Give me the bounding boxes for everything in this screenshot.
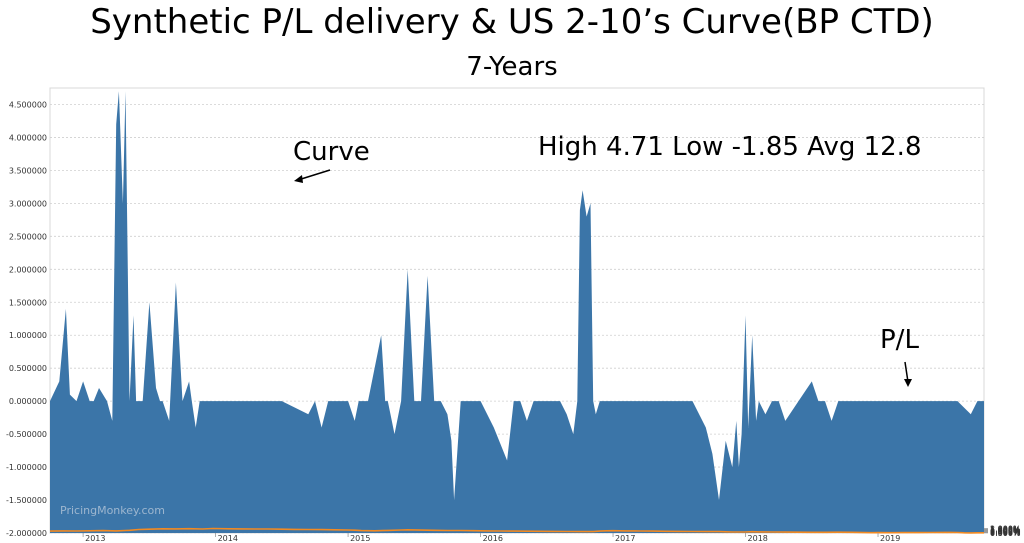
x-tick-label: 2014 xyxy=(218,534,238,543)
curve-label: Curve xyxy=(293,137,370,167)
y-left-tick-label: 1.500000 xyxy=(9,298,47,307)
x-axis: 2013 2014 2015 2016 2017 2018 2019 xyxy=(82,533,900,543)
y-right-tick-label: 0.400% xyxy=(990,528,1021,537)
y-right-tick-label: 1.000% xyxy=(990,527,1021,536)
x-tick-label: 2015 xyxy=(350,534,370,543)
y-left-tick-label: 4.500000 xyxy=(9,100,47,109)
watermark: PricingMonkey.com xyxy=(60,504,165,517)
right-y-axis: 2.000%1.800%1.600%1.400%1.200%1.000%0.80… xyxy=(984,525,1021,538)
y-left-tick-label: -0.500000 xyxy=(6,430,47,439)
chart-subtitle: 7-Years xyxy=(466,52,558,82)
y-right-tick-label: 0.200% xyxy=(990,528,1021,537)
y-right-tick-label: 0.000% xyxy=(990,529,1021,538)
curve-arrow-head xyxy=(294,175,303,183)
x-tick-label: 2017 xyxy=(615,534,635,543)
y-right-tick-label: 2.000% xyxy=(990,525,1021,534)
y-right-tick-label: 1.400% xyxy=(990,526,1021,535)
pl-arrow-head xyxy=(904,379,912,387)
pl-arrow xyxy=(904,361,909,383)
y-left-tick-label: -1.000000 xyxy=(6,463,47,472)
chart-title: Synthetic P/L delivery & US 2-10’s Curve… xyxy=(90,2,934,42)
x-tick-label: 2019 xyxy=(880,534,900,543)
y-left-tick-label: 3.500000 xyxy=(9,166,47,175)
curve-line-series xyxy=(49,527,984,534)
pl-label: P/L xyxy=(880,325,919,355)
y-left-tick-label: 0.500000 xyxy=(9,364,47,373)
y-left-tick-label: 2.500000 xyxy=(9,232,47,241)
y-right-tick-label: 1.800% xyxy=(990,525,1021,534)
y-left-tick-label: -2.000000 xyxy=(6,529,47,538)
curve-arrow xyxy=(297,169,331,181)
left-y-axis: 4.500000 4.000000 3.500000 3.000000 2.500000… xyxy=(6,100,47,538)
y-left-tick-label: 2.000000 xyxy=(9,265,47,274)
y-left-tick-label: 4.000000 xyxy=(9,133,47,142)
y-left-tick-label: 3.000000 xyxy=(9,199,47,208)
y-right-tick-label: 1.200% xyxy=(990,526,1021,535)
x-tick-label: 2013 xyxy=(85,534,105,543)
x-tick-label: 2018 xyxy=(748,534,768,543)
pl-area xyxy=(50,91,984,534)
y-left-tick-label: 0.000000 xyxy=(9,397,47,406)
y-right-tick-label: 1.600% xyxy=(990,525,1021,534)
y-left-tick-label: -1.500000 xyxy=(6,496,47,505)
stats-annotation: High 4.71 Low -1.85 Avg 12.8 xyxy=(538,132,922,162)
y-right-tick-label: 0.600% xyxy=(990,528,1021,537)
curve-line xyxy=(49,527,984,534)
pl-area-series xyxy=(50,91,984,534)
x-tick-label: 2016 xyxy=(483,534,503,543)
y-right-tick-label: 0.800% xyxy=(990,527,1021,536)
y-left-tick-label: 1.000000 xyxy=(9,331,47,340)
